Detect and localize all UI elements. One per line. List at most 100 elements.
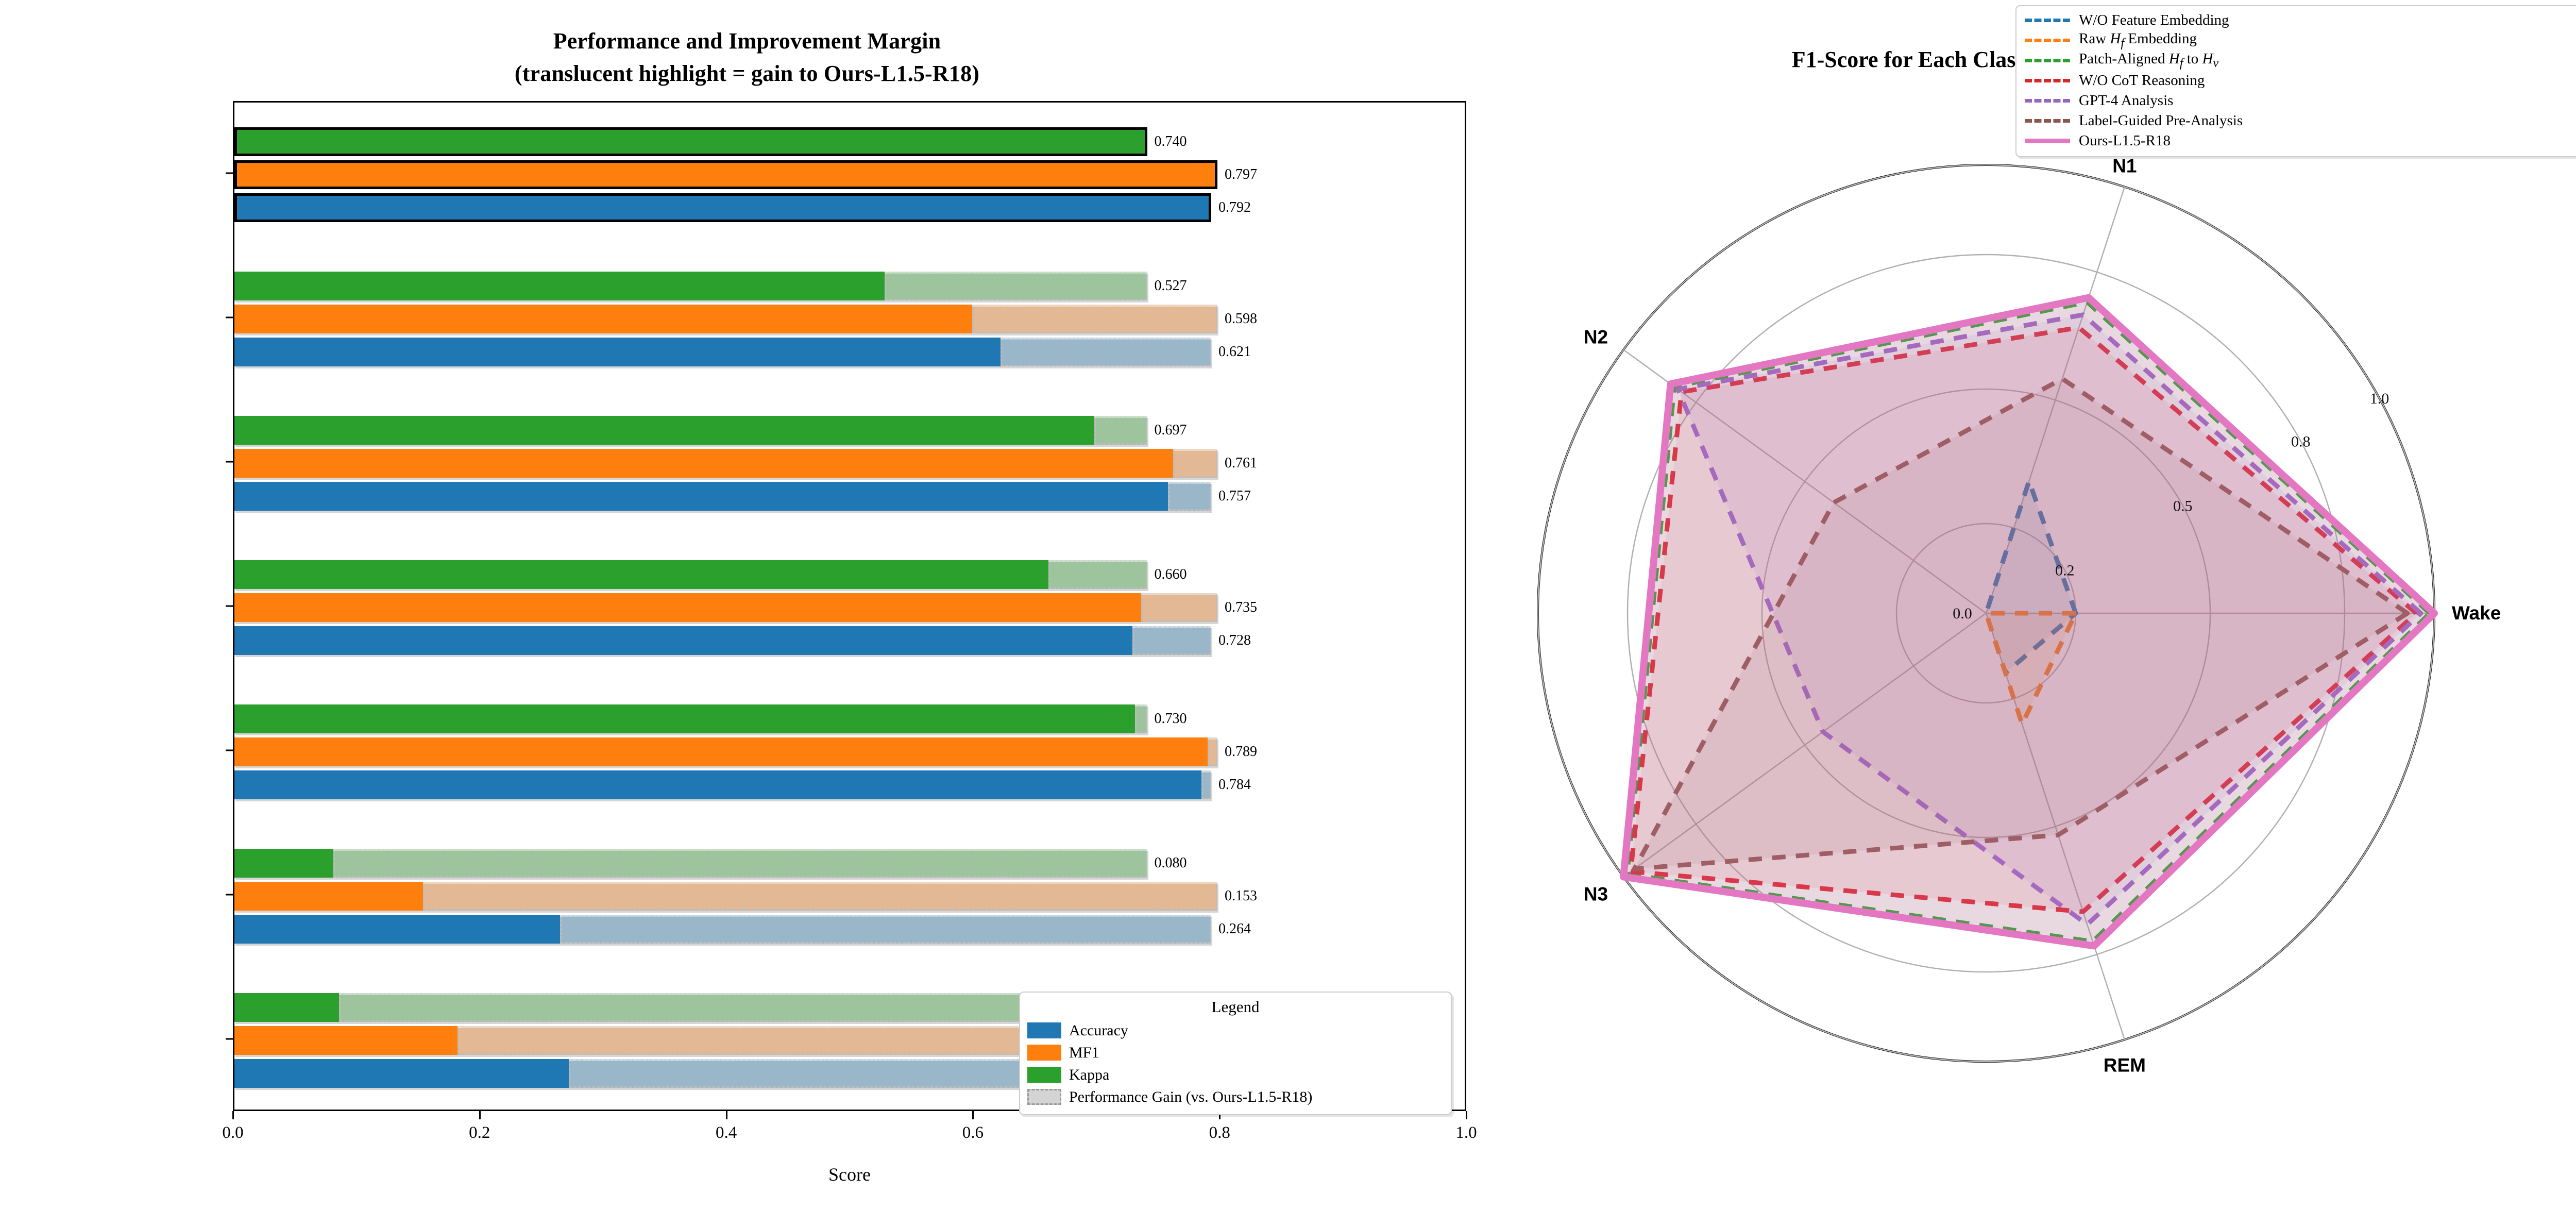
bar-y-tick-mark	[226, 749, 233, 751]
radar-legend-line	[2025, 79, 2070, 82]
bar-segment[interactable]	[234, 305, 972, 333]
bar-gain-segment	[423, 882, 1218, 911]
bar-segment[interactable]	[234, 915, 561, 944]
bar-segment[interactable]	[234, 449, 1173, 478]
radar-series-fill	[1623, 297, 2434, 946]
bar-legend-swatch	[1027, 1022, 1061, 1038]
radar-r-tick-label: 0.5	[2173, 497, 2193, 514]
radar-legend-item[interactable]: W/O Feature Embedding	[2025, 10, 2576, 30]
bar-plot-area: 0.740 0.797 0.792 0.527 0.598 0.621 0.697 0.761…	[234, 103, 1465, 1110]
radar-chart-panel: F1-Score for Each Class (Radar Chart) Wa…	[1494, 0, 2576, 1226]
radar-legend-item[interactable]: W/O CoT Reasoning	[2025, 71, 2576, 91]
bar-segment[interactable]	[234, 704, 1135, 733]
radar-legend-label: Raw Hf Embedding	[2079, 30, 2197, 50]
radar-legend-item[interactable]: GPT-4 Analysis	[2025, 91, 2576, 111]
radar-axis-label: N3	[1584, 883, 1608, 904]
radar-series-line[interactable]	[1632, 376, 2410, 871]
radar-series-line[interactable]	[1984, 611, 2078, 727]
bar-legend-item[interactable]: Performance Gain (vs. Ours-L1.5-R18)	[1027, 1086, 1444, 1108]
bar-y-tick-mark	[226, 605, 233, 607]
radar-legend-line	[2025, 99, 2070, 103]
radar-legend-line	[2025, 59, 2070, 62]
bar-gain-segment	[972, 305, 1217, 333]
bar-segment[interactable]	[234, 849, 333, 878]
bar-legend-item[interactable]: Accuracy	[1027, 1019, 1444, 1042]
bar-x-tick-label: 1.0	[1455, 1123, 1477, 1142]
radar-legend-label: Ours-L1.5-R18	[2079, 132, 2171, 149]
bar-x-tick-label: 0.8	[1209, 1123, 1230, 1142]
radar-series-line[interactable]	[1675, 312, 2424, 927]
radar-series-fill	[1986, 613, 2076, 725]
bar-value-label: 0.153	[1225, 888, 1258, 904]
bar-segment[interactable]	[234, 737, 1208, 766]
radar-legend-item[interactable]: Patch-Aligned Hf to Hv	[2025, 51, 2576, 71]
bar-y-tick-mark	[226, 172, 233, 174]
bar-segment[interactable]	[234, 416, 1094, 445]
bar-segment[interactable]	[234, 193, 1212, 222]
bar-value-label: 0.789	[1225, 744, 1258, 760]
bar-segment[interactable]	[234, 882, 423, 911]
bar-chart-panel: Performance and Improvement Margin (tran…	[222, 28, 1477, 1185]
radar-legend-item[interactable]: Ours-L1.5-R18	[2025, 131, 2576, 151]
bar-segment[interactable]	[234, 1026, 458, 1055]
bar-shadow	[235, 995, 1148, 1024]
radar-legend-label: Label-Guided Pre-Analysis	[2079, 112, 2243, 129]
bar-chart-legend: Legend Accuracy MF1 Kappa Performance Gain …	[1019, 992, 1452, 1115]
radar-series-line[interactable]	[1628, 325, 2419, 914]
radar-spoke	[1623, 612, 1987, 878]
bar-segment[interactable]	[234, 560, 1049, 589]
bar-segment[interactable]	[234, 127, 1147, 156]
bar-legend-swatch	[1027, 1045, 1061, 1061]
bar-segment[interactable]	[234, 338, 1001, 366]
bar-y-tick-mark	[226, 316, 233, 318]
bar-value-label: 0.730	[1154, 711, 1187, 727]
bar-segment[interactable]	[234, 993, 340, 1022]
bar-legend-title: Legend	[1211, 998, 1260, 1016]
bar-legend-item[interactable]: Kappa	[1027, 1064, 1444, 1086]
bar-gain-segment	[1000, 338, 1212, 366]
bar-y-tick-mark	[226, 461, 233, 463]
bar-segment[interactable]	[234, 770, 1201, 799]
bar-segment[interactable]	[234, 160, 1218, 189]
radar-spoke	[1985, 613, 2126, 1040]
radar-legend-line	[2025, 39, 2070, 42]
bar-value-label: 0.728	[1218, 632, 1251, 648]
radar-series-fill	[1677, 314, 2421, 925]
radar-series-fill	[1631, 327, 2417, 912]
bar-gain-segment	[1048, 560, 1147, 589]
bar-gain-segment	[1141, 593, 1217, 622]
bar-gain-segment	[333, 849, 1147, 878]
bar-gain-segment	[1207, 737, 1217, 766]
bar-value-label: 0.660	[1154, 566, 1187, 582]
bar-segment[interactable]	[234, 482, 1168, 511]
bar-legend-label: Performance Gain (vs. Ours-L1.5-R18)	[1069, 1088, 1313, 1105]
bar-x-tick-mark	[972, 1111, 974, 1119]
bar-legend-swatch	[1027, 1067, 1061, 1083]
radar-legend-label: W/O Feature Embedding	[2079, 12, 2229, 28]
bar-gain-segment	[1134, 704, 1147, 733]
bar-value-label: 0.264	[1218, 921, 1251, 937]
radar-series-fill	[1986, 481, 2076, 673]
radar-legend-item[interactable]: Raw Hf Embedding	[2025, 30, 2576, 51]
bar-x-tick-mark	[1219, 1111, 1221, 1119]
radar-legend-item[interactable]: Label-Guided Pre-Analysis	[2025, 111, 2576, 131]
bar-x-tick-label: 0.0	[222, 1123, 244, 1142]
bar-value-label: 0.527	[1154, 278, 1187, 294]
bar-value-label: 0.621	[1218, 344, 1251, 360]
bar-gain-segment	[884, 272, 1147, 300]
bar-legend-item[interactable]: MF1	[1027, 1042, 1444, 1064]
bar-value-label: 0.740	[1154, 133, 1187, 149]
bar-segment[interactable]	[234, 1059, 569, 1088]
radar-series-line[interactable]	[1620, 294, 2438, 950]
bar-segment[interactable]	[234, 626, 1132, 655]
bar-chart-axes: 0.740 0.797 0.792 0.527 0.598 0.621 0.697 0.761…	[233, 101, 1466, 1111]
radar-axis-label: REM	[2104, 1054, 2146, 1076]
bar-segment[interactable]	[234, 593, 1141, 622]
bar-segment[interactable]	[234, 272, 885, 300]
radar-legend-label: GPT-4 Analysis	[2079, 92, 2174, 109]
bar-legend-label: MF1	[1069, 1044, 1099, 1061]
radar-axis-label: N1	[2112, 156, 2137, 177]
bar-gain-segment	[560, 915, 1212, 944]
radar-series-line[interactable]	[1624, 299, 2432, 944]
